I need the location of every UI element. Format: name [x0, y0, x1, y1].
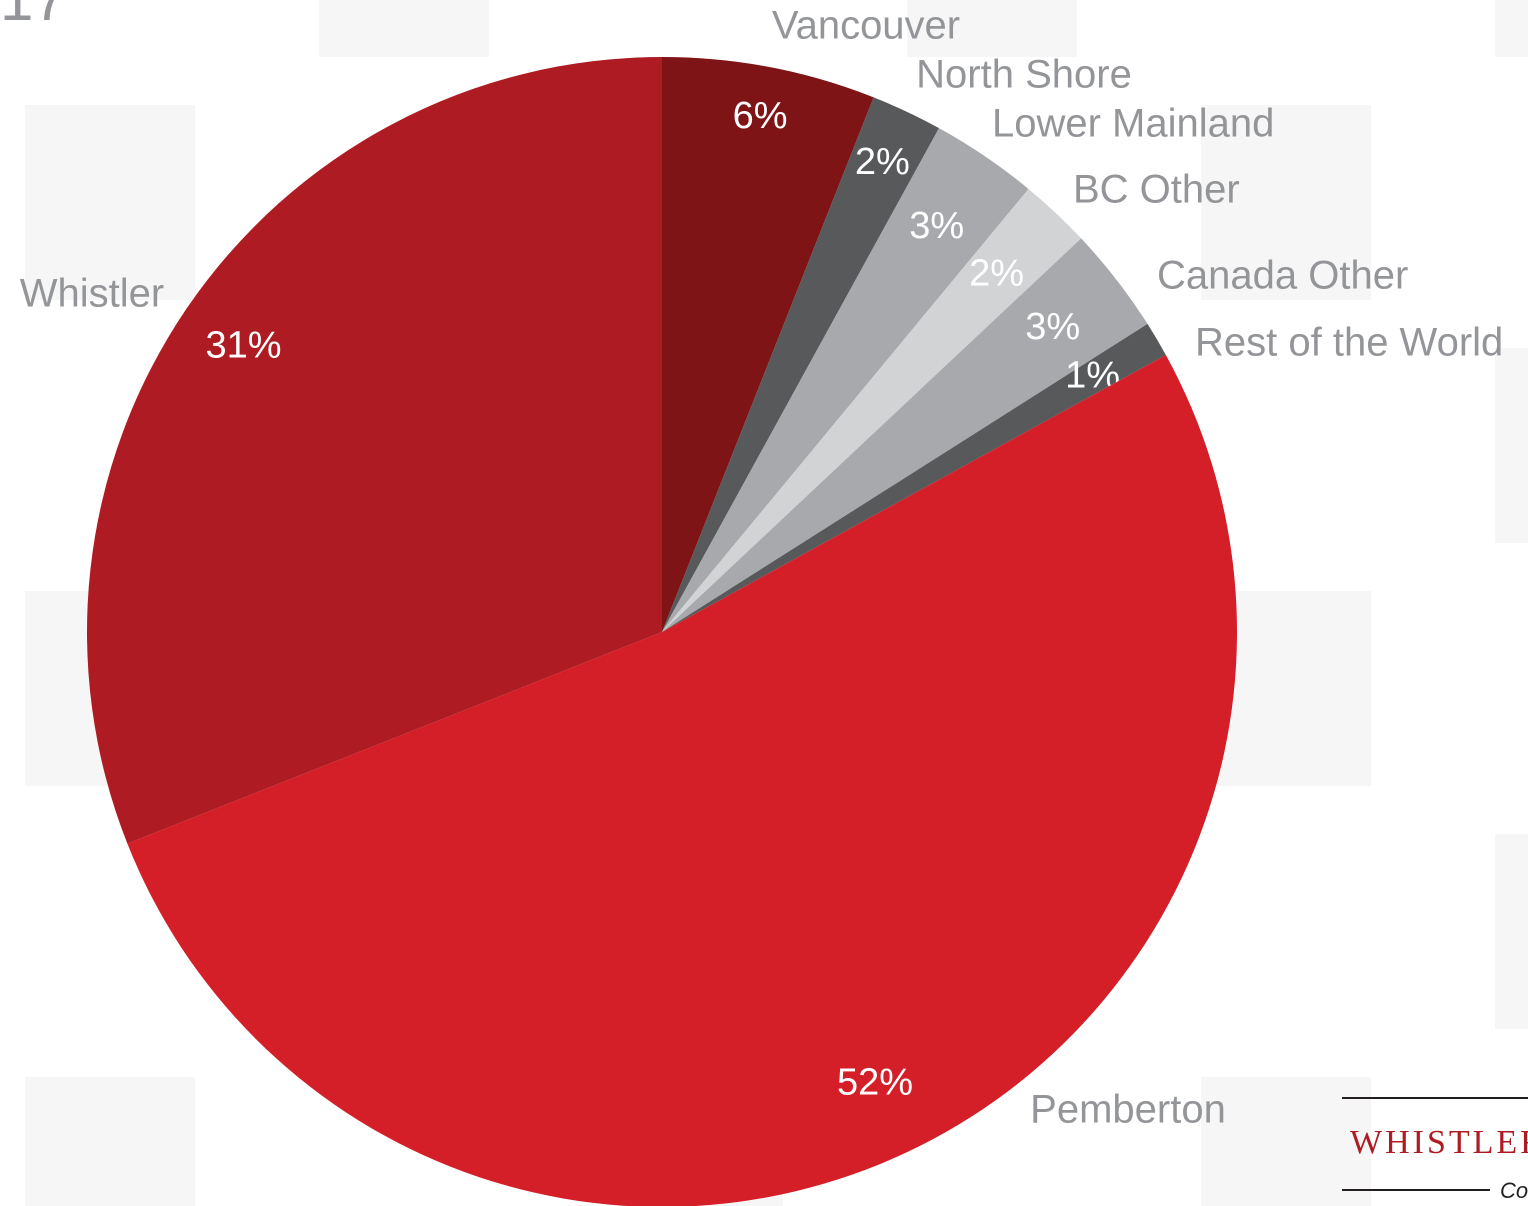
- pie-slice: [662, 128, 1029, 632]
- slice-value-label: 31%: [205, 325, 281, 367]
- pie-slice: [86, 57, 663, 844]
- pie: 6% Vancouver 2% North Shore 3% Lower Mainland…: [20, 4, 1503, 1206]
- footer-logo: WHISTLER: [1350, 1124, 1528, 1161]
- pie-slice: [127, 354, 1237, 1206]
- pie-slice: [662, 238, 1148, 632]
- slice-value-label: 52%: [837, 1062, 913, 1104]
- pie-slice: [662, 323, 1166, 632]
- slice-category-label: Vancouver: [772, 4, 960, 48]
- header-fragment: 17: [0, 0, 67, 33]
- slice-category-label: Canada Other: [1157, 254, 1408, 298]
- slice-value-label: 2%: [969, 253, 1024, 295]
- pie-slice: [662, 57, 874, 632]
- footer-tagline: Co: [1500, 1178, 1528, 1203]
- pie-slice: [662, 97, 940, 632]
- slice-value-label: 3%: [1025, 306, 1080, 348]
- slice-value-label: 2%: [855, 141, 910, 183]
- slice-category-label: BC Other: [1073, 168, 1240, 212]
- slice-value-label: 3%: [909, 205, 964, 247]
- slice-category-label: Whistler: [20, 272, 164, 316]
- pie-slice: [662, 188, 1082, 632]
- slice-category-label: Rest of the World: [1195, 321, 1503, 365]
- slice-category-label: Lower Mainland: [992, 102, 1274, 146]
- slice-value-label: 6%: [733, 95, 788, 137]
- slice-category-label: North Shore: [916, 53, 1132, 97]
- slice-category-label: Pemberton: [1030, 1088, 1226, 1132]
